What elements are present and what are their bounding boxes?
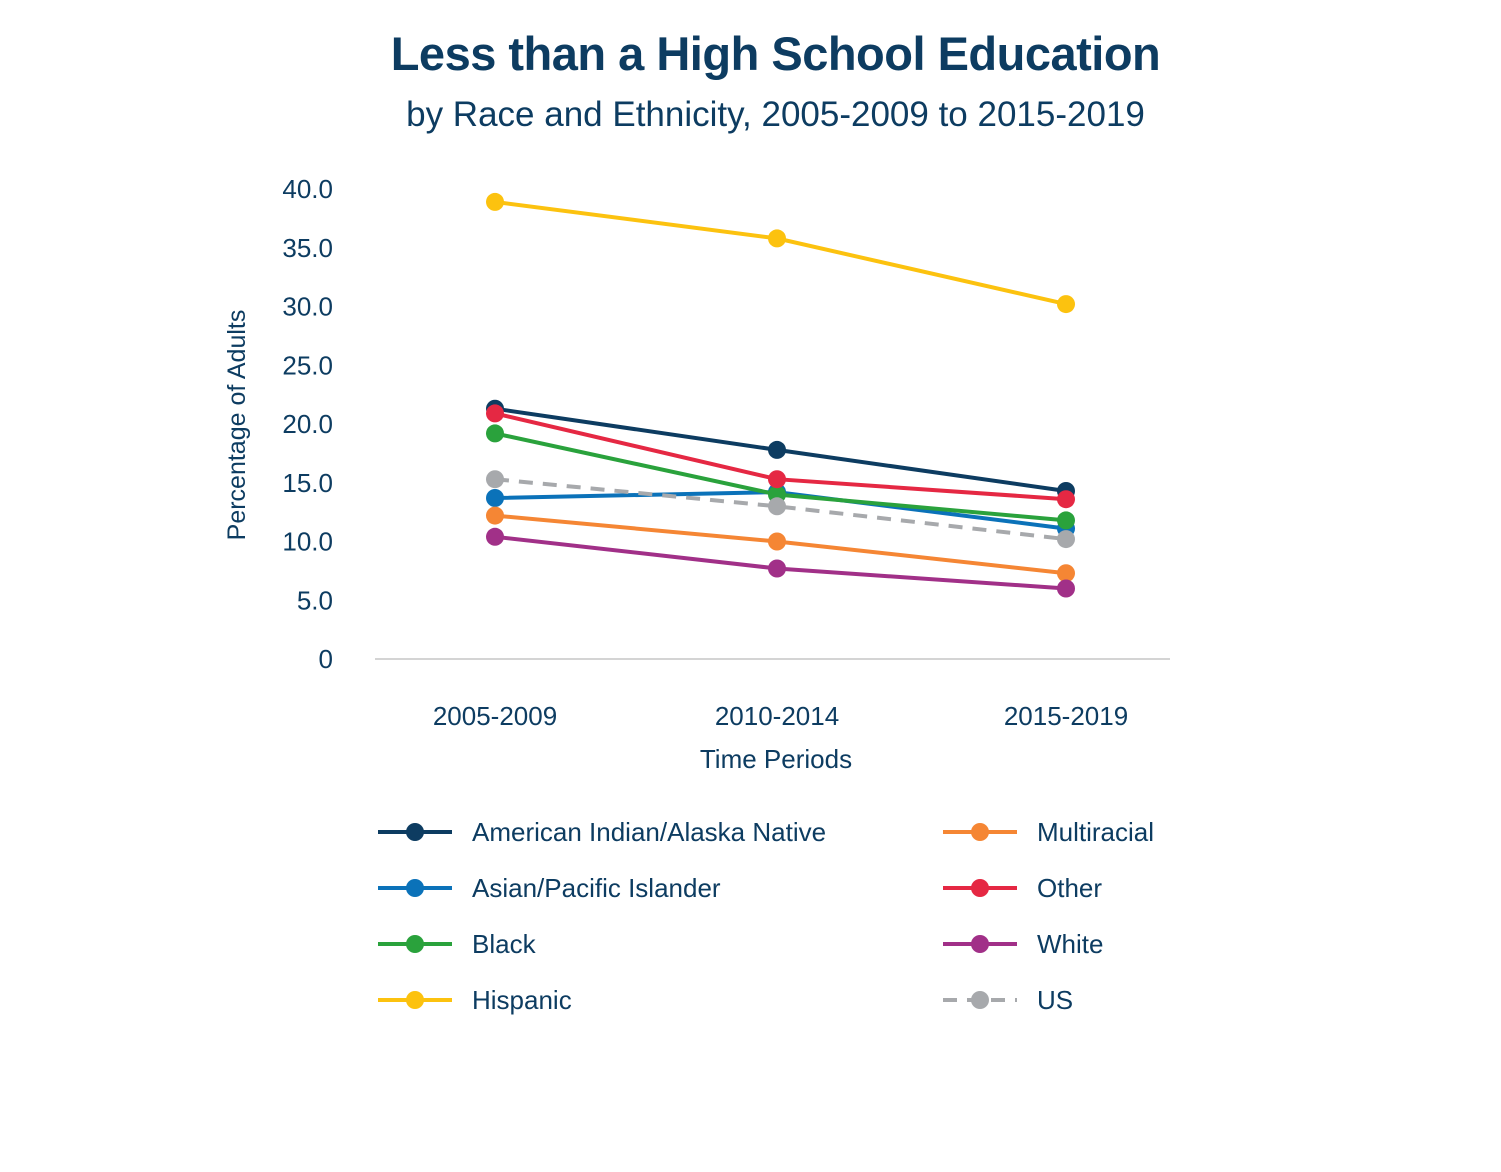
legend-label: Other bbox=[1037, 872, 1103, 903]
x-tick-label: 2015-2019 bbox=[1004, 701, 1128, 731]
legend-item-multiracial: Multiracial bbox=[941, 812, 1154, 852]
legend-label: Multiracial bbox=[1037, 816, 1155, 847]
data-point-hispanic bbox=[486, 192, 504, 211]
legend-swatch bbox=[943, 991, 1017, 1009]
data-point-asian-pacific-islander bbox=[486, 489, 504, 507]
chart-title: Less than a High School Education bbox=[390, 27, 1161, 80]
legend-item-asian-pacific-islander: Asian/Pacific Islander bbox=[376, 868, 721, 908]
data-point-white bbox=[768, 559, 786, 578]
series-line-hispanic bbox=[494, 199, 1067, 307]
y-tick-label: 40.0 bbox=[282, 174, 333, 204]
y-tick-label: 35.0 bbox=[282, 233, 333, 263]
series-white bbox=[486, 527, 1075, 598]
y-axis-label: Percentage of Adults bbox=[223, 310, 251, 541]
chart-legend: American Indian/Alaska Native Asian/Pacif… bbox=[376, 812, 1196, 1042]
data-point-multiracial bbox=[486, 506, 504, 525]
series-us bbox=[486, 470, 1075, 549]
legend-swatch bbox=[943, 879, 1017, 897]
data-point-white bbox=[1057, 579, 1075, 598]
data-point-other bbox=[1057, 490, 1075, 509]
data-point-other bbox=[768, 470, 786, 489]
y-tick-label: 15.0 bbox=[282, 468, 333, 498]
chart-subtitle: by Race and Ethnicity, 2005-2009 to 2015… bbox=[406, 95, 1145, 134]
legend-label: Asian/Pacific Islander bbox=[472, 872, 721, 903]
legend-swatch bbox=[378, 823, 452, 841]
y-tick-label: 0 bbox=[319, 644, 333, 674]
line-chart: 0 5.0 10.0 15.0 20.0 25.0 30.0 35.0 40.0 2005-20… bbox=[223, 174, 1170, 774]
data-point-hispanic bbox=[768, 229, 786, 248]
legend-label: Hispanic bbox=[472, 984, 572, 1015]
data-point-other bbox=[486, 404, 504, 423]
series-multiracial bbox=[486, 506, 1075, 583]
x-axis-label: Time Periods bbox=[700, 744, 852, 774]
legend-item-black: Black bbox=[376, 924, 536, 964]
legend-item-us: US bbox=[941, 980, 1073, 1020]
data-point-multiracial bbox=[1057, 564, 1075, 583]
data-point-hispanic bbox=[1057, 295, 1075, 314]
legend-item-other: Other bbox=[941, 868, 1102, 908]
y-tick-label: 20.0 bbox=[282, 409, 333, 439]
legend-label: Black bbox=[472, 928, 536, 959]
legend-swatch bbox=[943, 935, 1017, 953]
series-other bbox=[486, 404, 1075, 509]
series-hispanic bbox=[486, 192, 1075, 314]
legend-swatch bbox=[943, 823, 1017, 841]
data-point-black bbox=[486, 424, 504, 443]
legend-label: White bbox=[1037, 928, 1104, 959]
data-point-us bbox=[486, 470, 504, 489]
legend-label: American Indian/Alaska Native bbox=[472, 816, 827, 847]
legend-item-hispanic: Hispanic bbox=[376, 980, 572, 1020]
y-tick-label: 5.0 bbox=[297, 585, 333, 615]
legend-swatch bbox=[378, 991, 452, 1009]
legend-item-white: White bbox=[941, 924, 1103, 964]
legend-swatch bbox=[378, 935, 452, 953]
legend-item-american-indian-alaska-native: American Indian/Alaska Native bbox=[376, 812, 826, 852]
legend-label: US bbox=[1037, 984, 1074, 1015]
data-point-multiracial bbox=[768, 532, 786, 551]
y-tick-label: 30.0 bbox=[282, 292, 333, 322]
data-point-us bbox=[768, 497, 786, 516]
data-point-white bbox=[486, 527, 504, 546]
x-tick-label: 2010-2014 bbox=[715, 701, 839, 731]
legend-swatch bbox=[378, 879, 452, 897]
x-tick-label: 2005-2009 bbox=[433, 701, 557, 731]
data-point-american-indian-alaska-native bbox=[768, 440, 786, 459]
y-tick-label: 10.0 bbox=[282, 527, 333, 557]
data-point-us bbox=[1057, 530, 1075, 549]
data-point-black bbox=[1057, 511, 1075, 530]
y-tick-label: 25.0 bbox=[282, 350, 333, 380]
